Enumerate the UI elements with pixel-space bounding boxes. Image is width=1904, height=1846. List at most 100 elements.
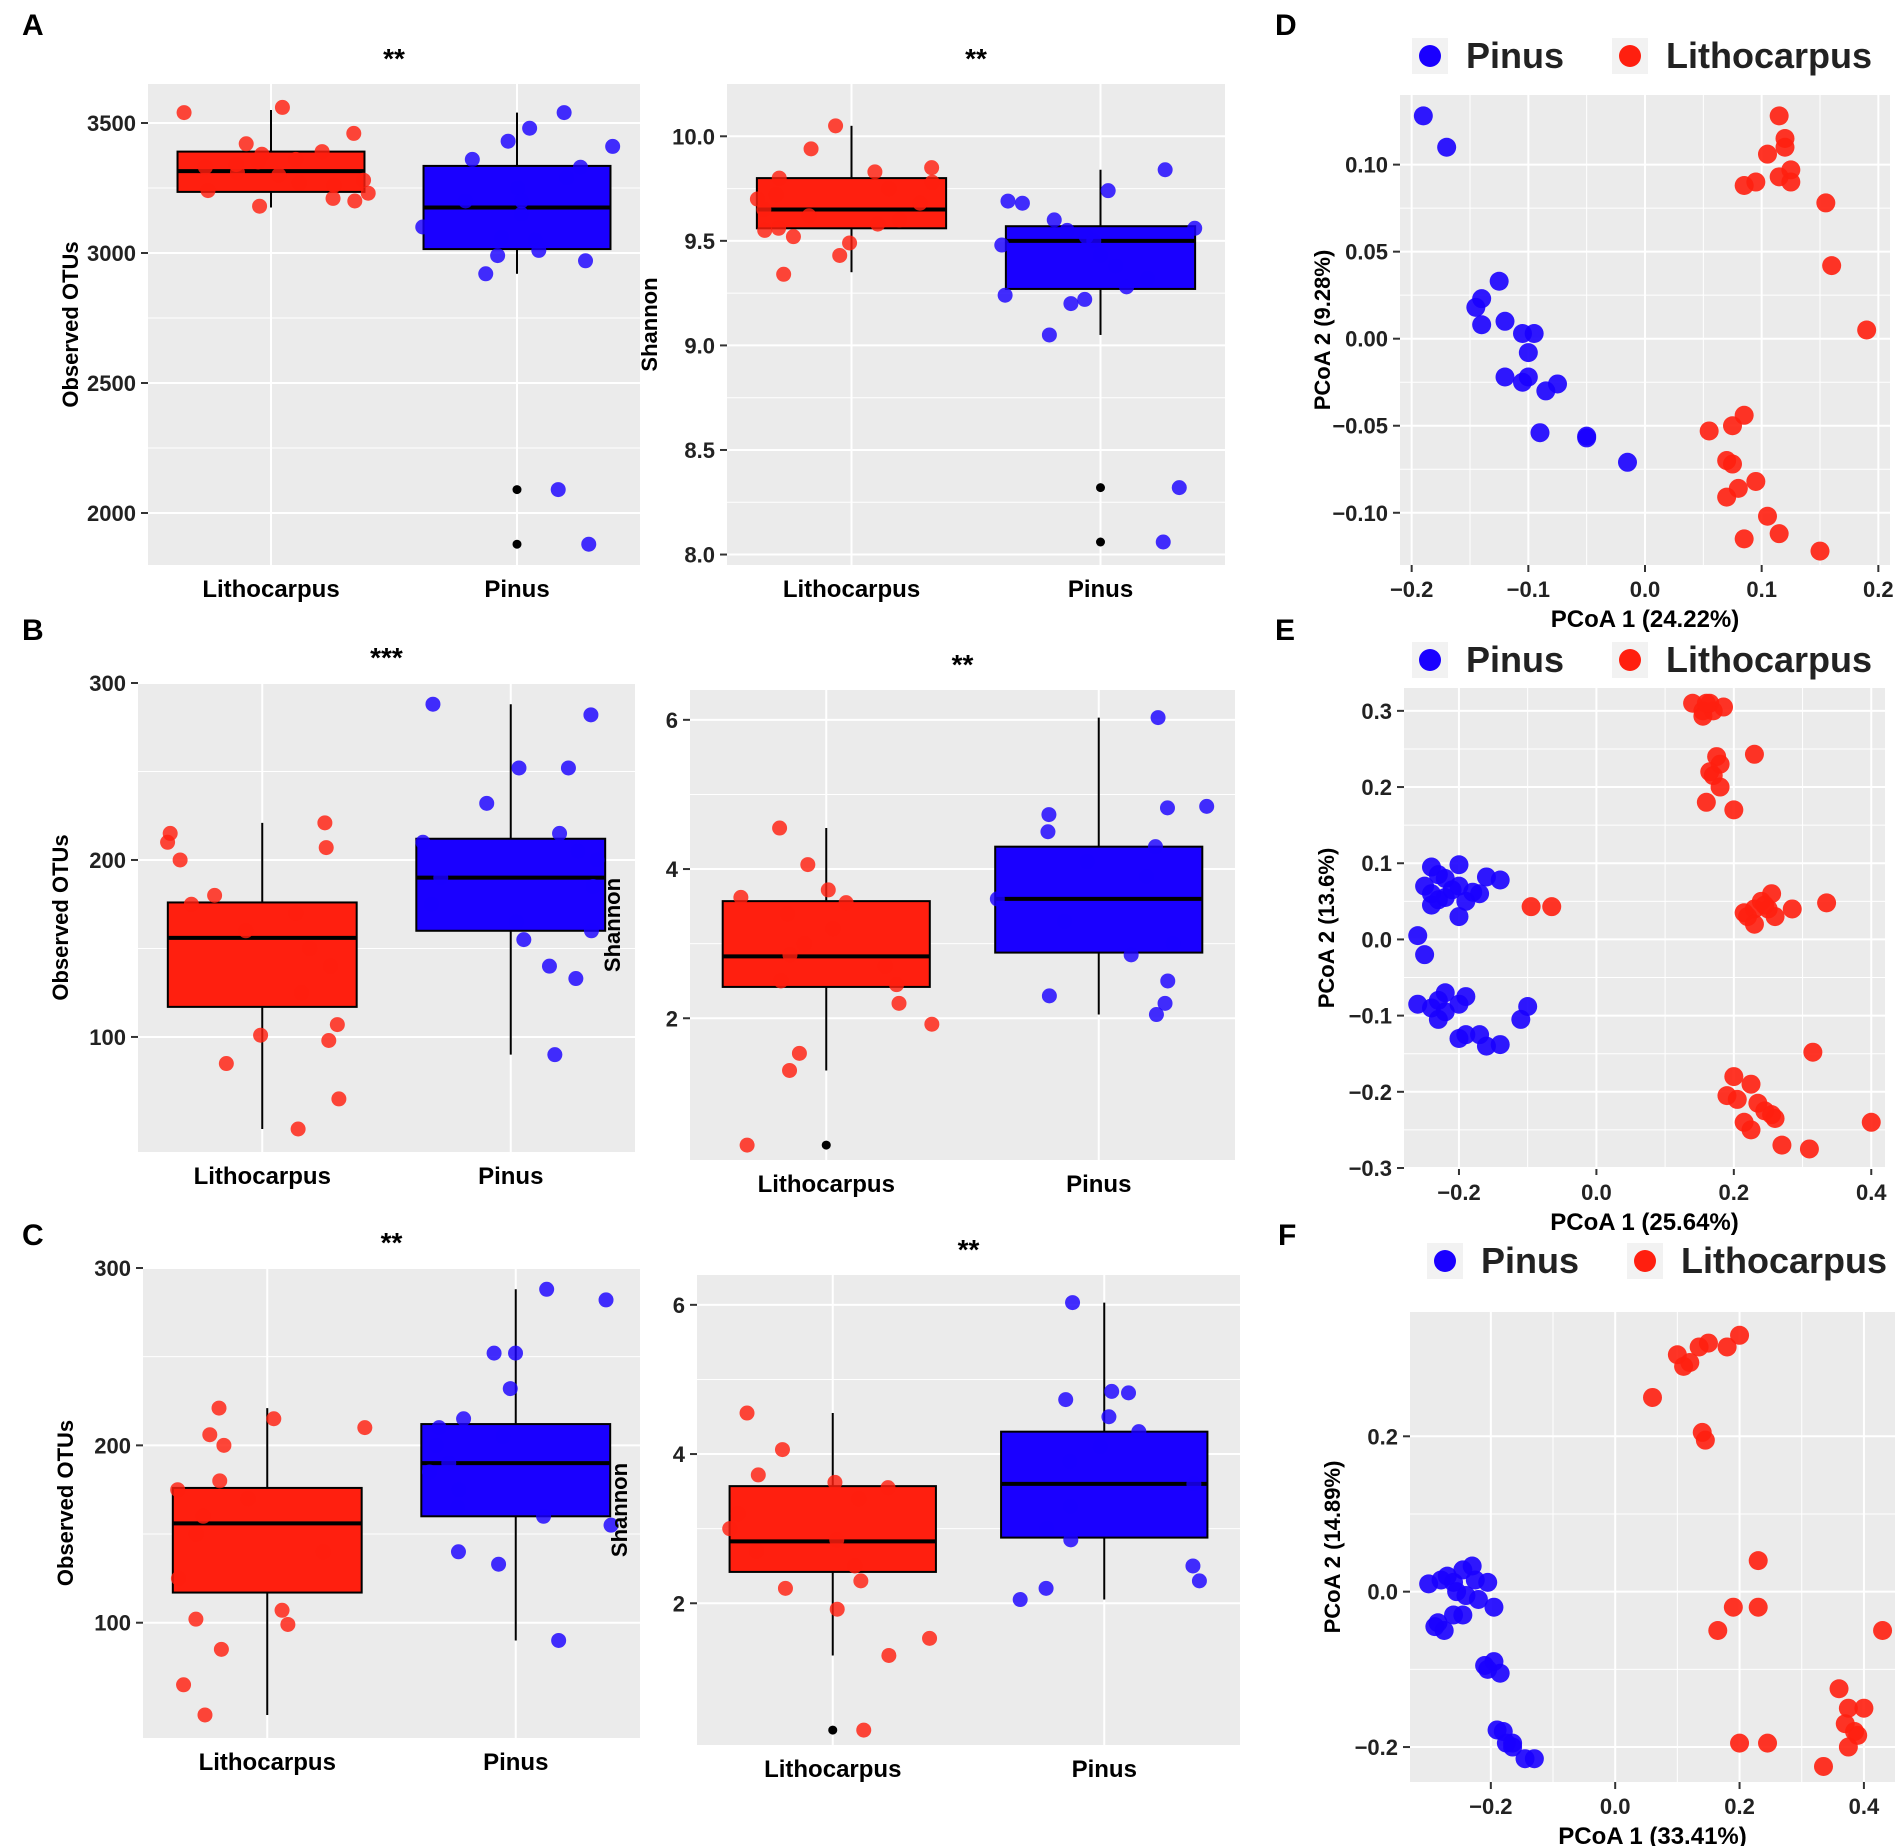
data-point-lithocarpus-b2 <box>820 882 836 898</box>
data-point-pinus-a1 <box>605 138 621 154</box>
data-point-lithocarpus-d <box>1769 524 1789 544</box>
data-point-pinus-e <box>1408 926 1428 946</box>
data-point-pinus-c2 <box>1101 1409 1117 1425</box>
data-point-pinus-b2 <box>1123 947 1139 963</box>
data-point-lithocarpus-a1 <box>197 159 213 175</box>
data-point-lithocarpus-c1 <box>176 1677 192 1693</box>
y-tick-label-a2: 10.0 <box>672 124 715 149</box>
data-point-lithocarpus-a1 <box>346 125 362 141</box>
panel-label-a: A <box>22 9 44 42</box>
data-point-lithocarpus-c1 <box>188 1611 204 1627</box>
data-point-pinus-b2 <box>1041 988 1057 1004</box>
data-point-pinus-b1 <box>560 760 576 776</box>
y-tick-label-b1: 200 <box>89 848 126 873</box>
x-tick-label-e: −0.2 <box>1437 1180 1480 1205</box>
data-point-pinus-a1 <box>510 180 526 196</box>
legend-marker-lithocarpus-f <box>1634 1250 1656 1272</box>
data-point-pinus-d <box>1413 106 1433 126</box>
data-point-pinus-a2 <box>1086 233 1102 249</box>
data-point-lithocarpus-b2 <box>733 889 749 905</box>
y-tick-label-e: −0.1 <box>1349 1004 1392 1029</box>
data-point-lithocarpus-e <box>1727 1089 1747 1109</box>
data-point-lithocarpus-d <box>1723 454 1742 474</box>
data-point-pinus-a1 <box>500 133 516 149</box>
data-point-pinus-e <box>1428 1009 1448 1029</box>
x-tick-label-d: 0.0 <box>1630 577 1661 602</box>
y-tick-label-a2: 8.0 <box>684 543 715 568</box>
data-point-lithocarpus-e <box>1817 893 1837 913</box>
data-point-pinus-a1 <box>464 151 480 167</box>
data-point-lithocarpus-a2 <box>867 164 883 180</box>
y-tick-label-c1: 100 <box>94 1611 131 1636</box>
data-point-pinus-e <box>1490 870 1510 890</box>
data-point-pinus-b2 <box>1041 807 1057 823</box>
y-tick-label-a1: 2000 <box>87 501 136 526</box>
y-tick-label-b2: 6 <box>666 708 678 733</box>
x-category-label-b2: Pinus <box>1066 1171 1131 1198</box>
data-point-pinus-e <box>1490 1035 1510 1055</box>
data-point-lithocarpus-a2 <box>801 208 817 224</box>
y-axis-label-b1: Observed OTUs <box>48 834 73 1000</box>
data-point-pinus-b2 <box>1199 798 1215 814</box>
data-point-lithocarpus-c1 <box>266 1411 282 1427</box>
y-tick-label-c2: 6 <box>673 1293 685 1318</box>
data-point-pinus-c2 <box>1186 1476 1202 1492</box>
data-point-lithocarpus-c2 <box>881 1647 897 1663</box>
legend-label-lithocarpus-e: Lithocarpus <box>1666 639 1872 680</box>
data-point-lithocarpus-d <box>1758 144 1777 164</box>
y-tick-label-d: 0.05 <box>1345 240 1388 265</box>
data-point-pinus-a1 <box>490 248 506 264</box>
data-point-pinus-a1 <box>556 105 572 121</box>
data-point-lithocarpus-c2 <box>730 1506 746 1522</box>
data-point-pinus-b2 <box>1057 913 1073 929</box>
data-point-pinus-b1 <box>568 971 584 987</box>
legend-label-lithocarpus-d: Lithocarpus <box>1666 35 1872 76</box>
data-point-lithocarpus-c2 <box>722 1521 738 1537</box>
data-point-pinus-c1 <box>451 1482 467 1498</box>
data-point-lithocarpus-a2 <box>881 181 897 197</box>
y-axis-label-e: PCoA 2 (13.6%) <box>1314 848 1339 1009</box>
data-point-lithocarpus-f <box>1717 1337 1737 1357</box>
data-point-lithocarpus-d <box>1717 487 1737 507</box>
data-point-lithocarpus-e <box>1724 800 1744 820</box>
data-point-lithocarpus-a2 <box>771 220 787 236</box>
y-tick-label-a1: 2500 <box>87 371 136 396</box>
data-point-lithocarpus-c2 <box>829 1601 845 1617</box>
data-point-pinus-a1 <box>522 120 538 136</box>
data-point-lithocarpus-c2 <box>739 1405 755 1421</box>
data-point-lithocarpus-b1 <box>160 834 176 850</box>
panel-label-c: C <box>22 1219 44 1252</box>
data-point-pinus-f <box>1468 1589 1488 1609</box>
data-point-pinus-b2 <box>1157 995 1173 1011</box>
x-tick-label-e: 0.4 <box>1856 1180 1887 1205</box>
data-point-pinus-b1 <box>541 958 557 974</box>
y-axis-label-a2: Shannon <box>637 277 662 371</box>
x-category-label-a1: Lithocarpus <box>202 576 339 603</box>
data-point-lithocarpus-e <box>1765 1108 1785 1128</box>
data-point-pinus-b1 <box>425 696 441 712</box>
data-point-lithocarpus-b1 <box>331 1091 347 1107</box>
data-point-pinus-a1 <box>531 242 547 258</box>
data-point-pinus-b2 <box>1148 1007 1164 1023</box>
y-tick-label-f: 0.0 <box>1367 1580 1398 1605</box>
outlier-point-b2 <box>821 1140 831 1150</box>
data-point-lithocarpus-d <box>1734 176 1754 196</box>
data-point-pinus-e <box>1428 890 1448 910</box>
data-point-pinus-c2 <box>1012 1592 1028 1608</box>
data-point-pinus-d <box>1530 423 1550 443</box>
data-point-lithocarpus-c1 <box>357 1420 373 1436</box>
significance-title-c1: ** <box>381 1227 403 1258</box>
data-point-pinus-a2 <box>1108 258 1124 274</box>
data-point-lithocarpus-b1 <box>218 1056 234 1072</box>
data-point-pinus-c2 <box>1058 1392 1074 1408</box>
y-tick-label-a2: 9.5 <box>684 229 715 254</box>
data-point-lithocarpus-a2 <box>912 195 928 211</box>
data-point-pinus-c1 <box>421 1464 437 1480</box>
data-point-pinus-e <box>1449 1028 1469 1048</box>
data-point-pinus-c1 <box>450 1544 466 1560</box>
data-point-lithocarpus-c2 <box>829 1532 845 1548</box>
data-point-pinus-a2 <box>1046 212 1062 228</box>
data-point-pinus-c1 <box>441 1455 457 1471</box>
data-point-pinus-f <box>1484 1597 1504 1617</box>
data-point-lithocarpus-f <box>1758 1733 1778 1753</box>
